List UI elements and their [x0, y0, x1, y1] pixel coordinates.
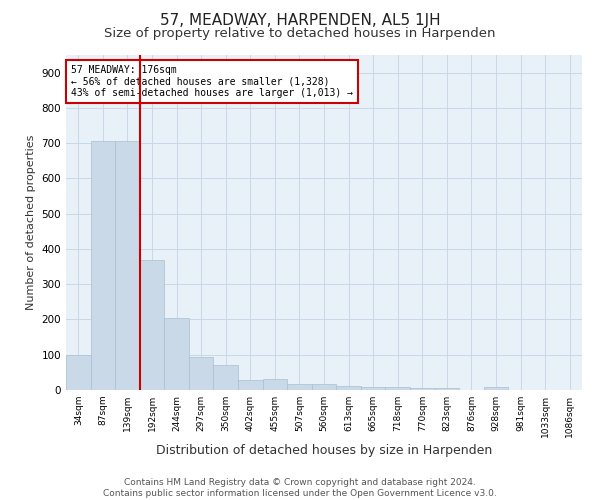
Bar — [238, 380, 263, 390]
Bar — [263, 380, 287, 390]
Bar — [410, 388, 434, 390]
Bar — [164, 318, 189, 390]
Text: Contains HM Land Registry data © Crown copyright and database right 2024.
Contai: Contains HM Land Registry data © Crown c… — [103, 478, 497, 498]
Bar — [287, 384, 312, 390]
Bar — [140, 260, 164, 390]
Bar — [434, 388, 459, 390]
Text: Size of property relative to detached houses in Harpenden: Size of property relative to detached ho… — [104, 28, 496, 40]
Text: 57 MEADWAY: 176sqm
← 56% of detached houses are smaller (1,328)
43% of semi-deta: 57 MEADWAY: 176sqm ← 56% of detached hou… — [71, 65, 353, 98]
Bar — [484, 387, 508, 390]
Bar — [312, 384, 336, 390]
Bar — [189, 356, 214, 390]
Bar — [361, 387, 385, 390]
Bar — [214, 366, 238, 390]
X-axis label: Distribution of detached houses by size in Harpenden: Distribution of detached houses by size … — [156, 444, 492, 457]
Bar — [336, 386, 361, 390]
Text: 57, MEADWAY, HARPENDEN, AL5 1JH: 57, MEADWAY, HARPENDEN, AL5 1JH — [160, 12, 440, 28]
Bar — [91, 140, 115, 390]
Bar — [115, 140, 140, 390]
Bar — [385, 387, 410, 390]
Bar — [66, 354, 91, 390]
Y-axis label: Number of detached properties: Number of detached properties — [26, 135, 36, 310]
